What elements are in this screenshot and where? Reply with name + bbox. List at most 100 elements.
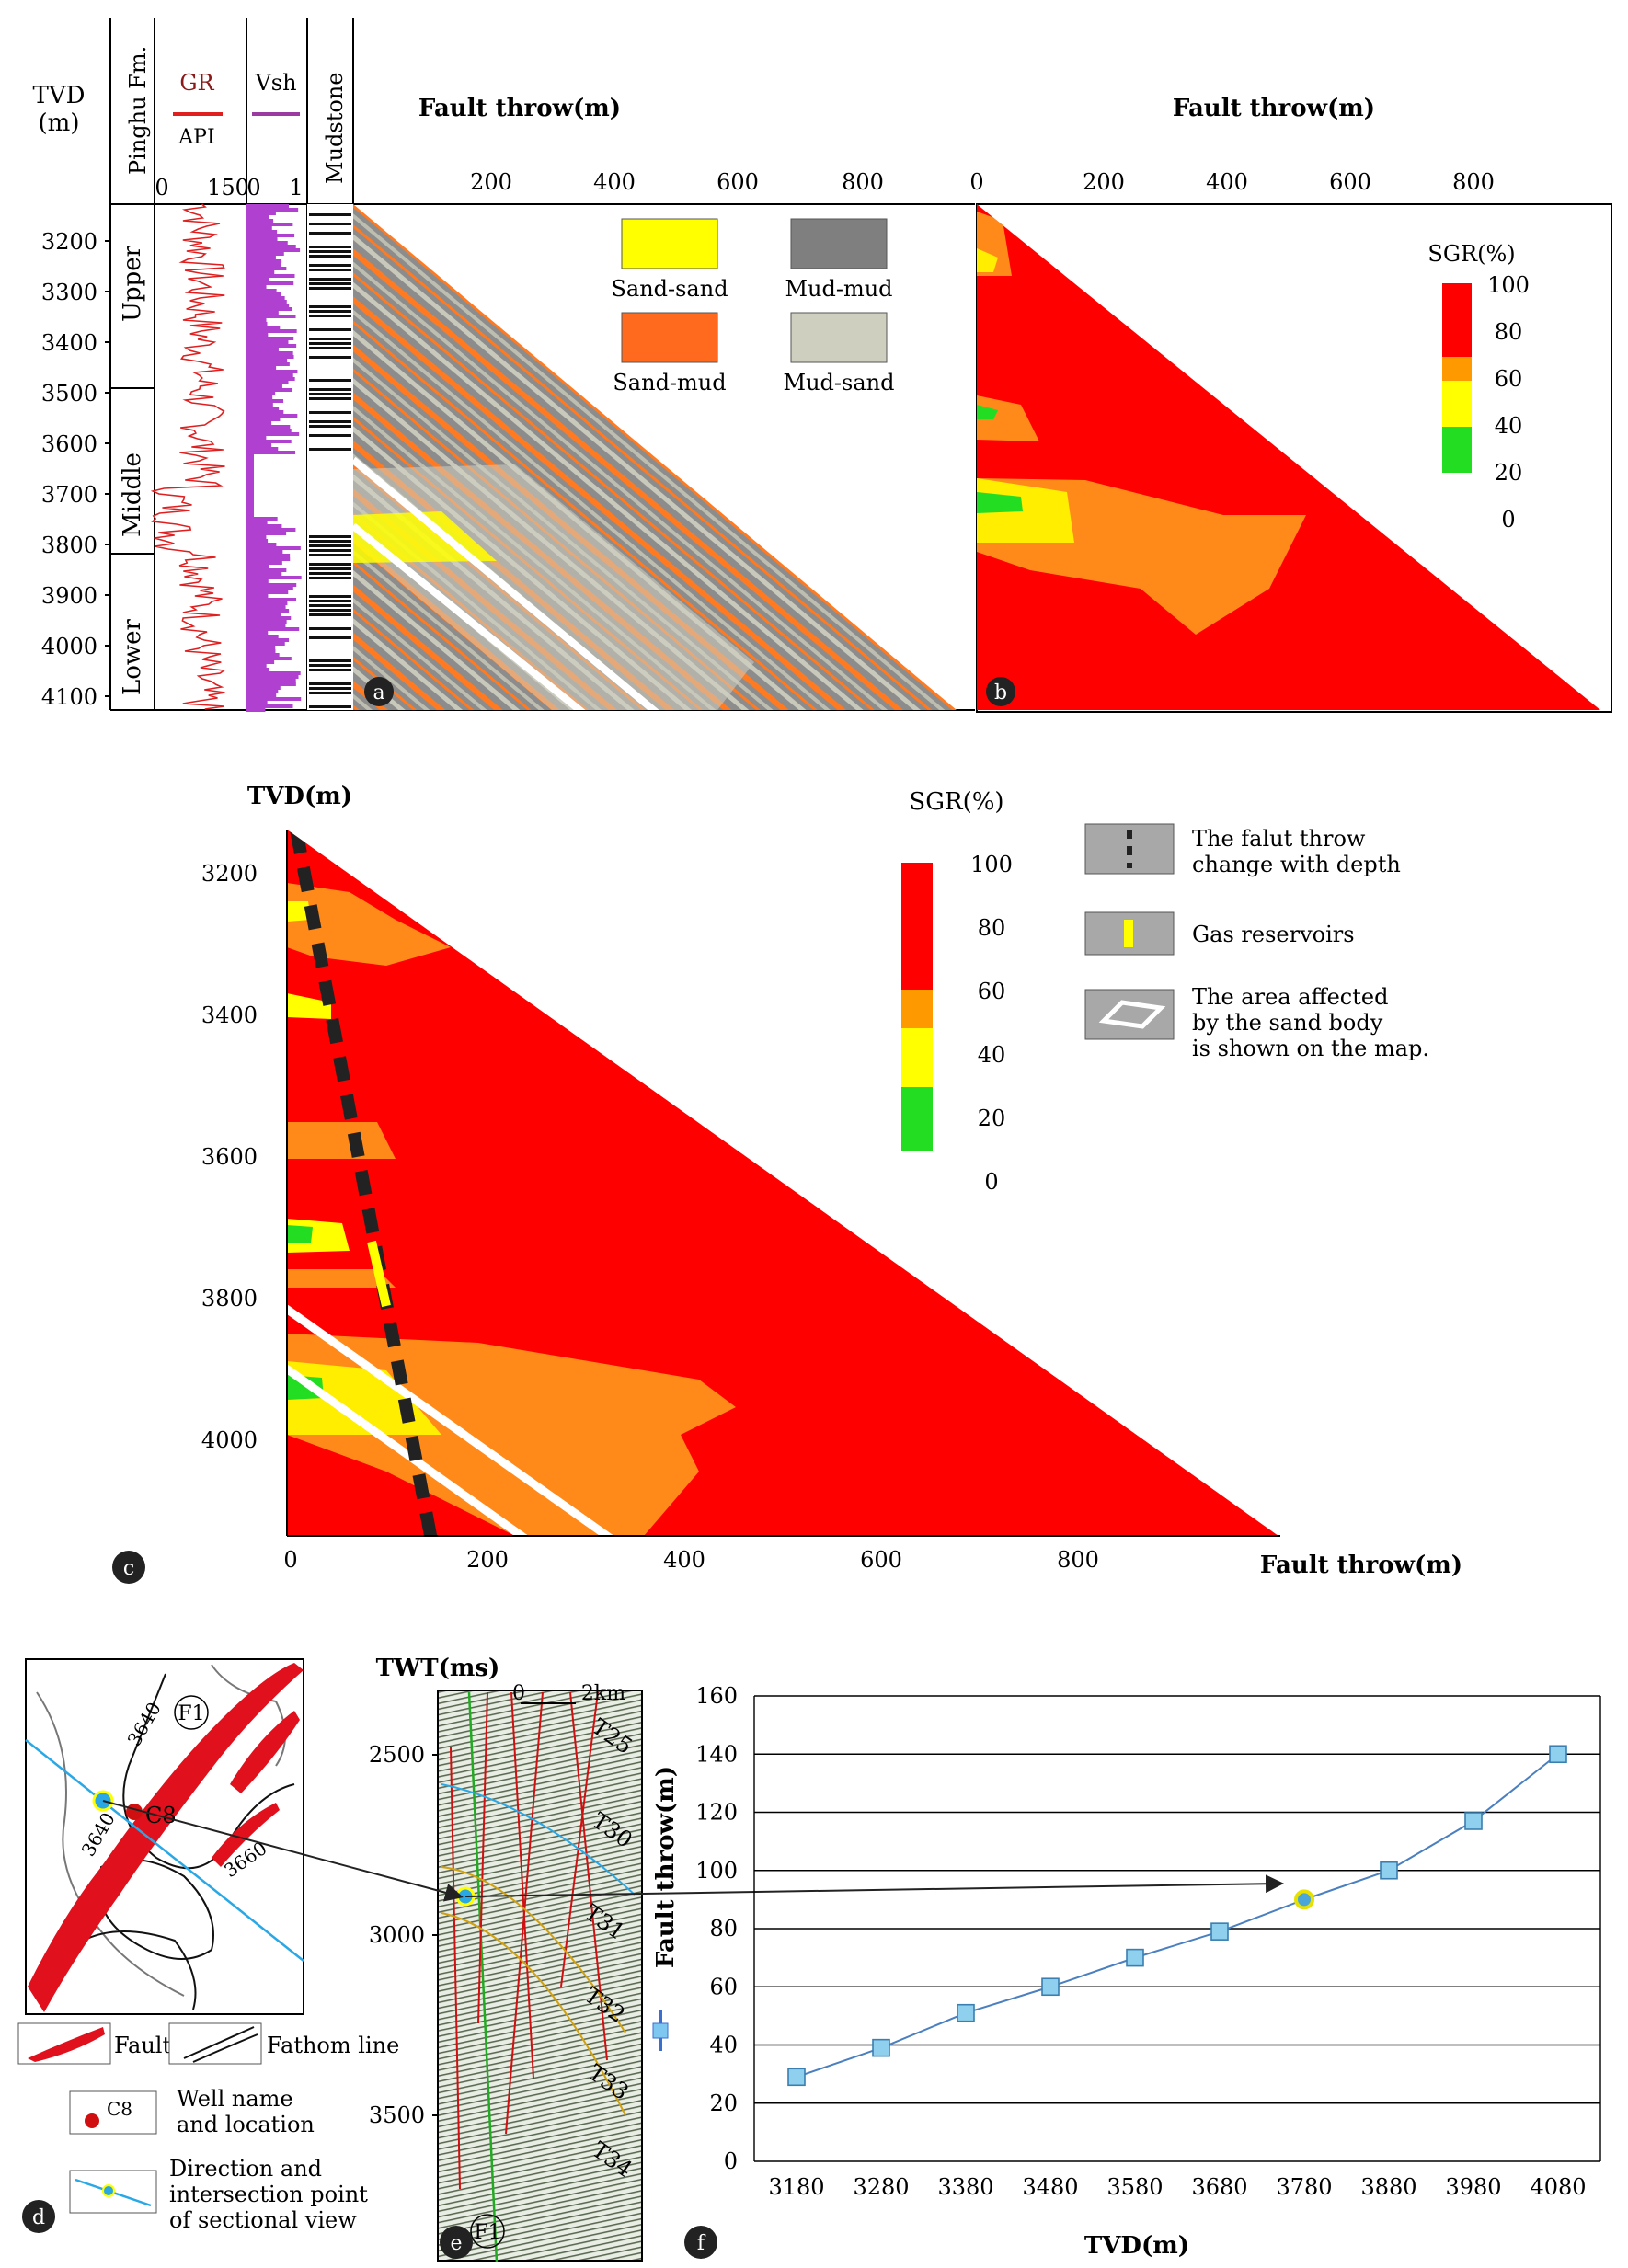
panel-c-xtick: 600 — [860, 1547, 902, 1573]
scale-0: 0 — [512, 1682, 525, 1705]
well-marker — [126, 1804, 143, 1820]
x-tick-label: 4080 — [1530, 2174, 1586, 2200]
sgr-legend-ticks-b: 100 80 60 40 20 0 — [1487, 272, 1530, 533]
legend-well-key — [69, 2090, 157, 2135]
well-icon — [85, 2113, 99, 2128]
data-point — [1126, 1948, 1144, 1967]
sgr-tick-c: 80 — [978, 915, 1006, 941]
depth-tick-label: 3700 — [41, 482, 97, 508]
sgr-tick-c: 60 — [978, 979, 1006, 1004]
depth-tick-label: 3900 — [41, 583, 97, 609]
sgr-swatch — [901, 1087, 933, 1151]
panel-c-ytick: 3800 — [201, 1286, 258, 1312]
series-points — [787, 1745, 1567, 2087]
throw-tick-b: 800 — [1452, 169, 1495, 195]
seismic-section — [437, 1690, 643, 2262]
vsh-tick-1: 1 — [289, 175, 303, 200]
x-tick-label: 3280 — [853, 2174, 909, 2200]
sgr-tick-b: 80 — [1495, 319, 1523, 345]
depth-tick-label: 3500 — [41, 381, 97, 407]
sgr-tick-b: 40 — [1495, 413, 1523, 439]
panel-label-e-badge — [440, 2226, 473, 2259]
legend-c-area-3: is shown on the map. — [1192, 1036, 1429, 1061]
legend-sand-mud: Sand-mud — [613, 370, 726, 395]
sgr-legend-title-c: SGR(%) — [909, 788, 1003, 816]
sgr-swatch — [1442, 381, 1472, 427]
legend-dir-2: intersection point — [169, 2182, 368, 2207]
depth-tick-label: 3600 — [41, 431, 97, 457]
sgr-tick-c: 0 — [984, 1169, 998, 1195]
legend-c-area-2: by the sand body — [1192, 1010, 1383, 1036]
panel-label-a: a — [373, 682, 384, 704]
chart-xlabel: TVD(m) — [1084, 2232, 1189, 2260]
panel-c-xtick: 400 — [663, 1547, 705, 1573]
sgr-tick-b: 20 — [1495, 460, 1523, 486]
legend-well-1: Well name — [177, 2086, 293, 2112]
side-marker-square — [652, 2022, 669, 2039]
zone-upper: Upper — [119, 245, 146, 322]
y-tick-label: 60 — [709, 1974, 738, 1999]
panel-f-chart: 0 20 40 60 80 100 120 140 160 3180 3280 3380 3480 35… — [652, 1683, 1601, 2260]
data-point — [1464, 1812, 1483, 1830]
legend-mud-mud-swatch — [790, 218, 888, 269]
y-tick-label: 160 — [695, 1683, 738, 1709]
mudstone-track — [307, 204, 353, 710]
chart-ylabel: Fault throw(m) — [652, 1766, 680, 1968]
panel-label-d: d — [32, 2206, 45, 2229]
panel-e-ytick: 3000 — [369, 1922, 425, 1948]
data-point — [1210, 1922, 1229, 1941]
sgr-swatch — [901, 863, 933, 990]
gr-unit: API — [178, 126, 214, 149]
depth-axis: 3200 3300 3400 3500 3600 3700 3800 3900 4000 4100 — [41, 229, 110, 710]
y-tick-label: 20 — [709, 2090, 738, 2116]
y-tick-label: 140 — [695, 1741, 738, 1767]
fault-polygon — [28, 1663, 304, 2012]
fathom-icon — [183, 2026, 258, 2063]
chart-x-ticks: 3180 3280 3380 3480 3580 3680 3780 3880 3980 4080 — [768, 2174, 1586, 2200]
panel-e-ytick: 2500 — [369, 1742, 425, 1768]
contour-line — [211, 1664, 286, 1767]
chart-y-ticks: 0 20 40 60 80 100 120 140 160 — [695, 1683, 738, 2174]
data-point — [1380, 1861, 1398, 1880]
y-tick-label: 0 — [724, 2148, 738, 2174]
zone-middle: Middle — [119, 452, 146, 537]
legend-mud-sand: Mud-sand — [784, 370, 895, 395]
panel-label-b-badge — [986, 677, 1015, 706]
vsh-label: Vsh — [254, 70, 296, 96]
contour-line — [82, 1930, 197, 2010]
panel-c-xtick: 0 — [283, 1547, 297, 1573]
panel-e-ticks: 2500 3000 3500 — [369, 1742, 438, 2128]
depth-tick-label: 3400 — [41, 330, 97, 356]
panel-label-c-badge — [112, 1551, 145, 1584]
gr-tick-0: 0 — [155, 175, 168, 200]
sgr-swatch — [901, 1028, 933, 1087]
series-line — [796, 1753, 1559, 2079]
throw-tick-a: 200 — [470, 169, 512, 195]
fault-icon — [28, 2027, 105, 2062]
gr-label: GR — [179, 70, 214, 96]
gr-tick-150: 150 — [207, 175, 249, 200]
legend-c-throw-2: change with depth — [1192, 852, 1401, 877]
throw-tick-b: 200 — [1083, 169, 1125, 195]
data-point — [787, 2068, 806, 2087]
y-tick-label: 100 — [695, 1858, 738, 1884]
panel-c-ytick: 3600 — [201, 1144, 258, 1170]
panel-e-ytick: 3500 — [369, 2102, 425, 2128]
panel-label-d-badge — [22, 2200, 55, 2233]
legend-c-gas: Gas reservoirs — [1192, 922, 1355, 947]
data-point — [1041, 1977, 1060, 1997]
panel-c-ytick: 3200 — [201, 861, 258, 887]
fault-label-d: F1 — [178, 1702, 204, 1725]
panel-c-ytick: 4000 — [201, 1427, 258, 1453]
panel-c-xtick: 800 — [1057, 1547, 1099, 1573]
legend-mud-sand-swatch — [790, 312, 888, 363]
legend-sand-sand-swatch — [621, 218, 718, 269]
intersection-icon — [102, 2184, 115, 2197]
sgr-swatch — [1442, 283, 1472, 357]
panel-c-ylabel: TVD(m) — [247, 783, 352, 810]
parallelogram-icon — [1098, 1000, 1166, 1029]
panel-c-xlabel: Fault throw(m) — [1260, 1552, 1462, 1579]
